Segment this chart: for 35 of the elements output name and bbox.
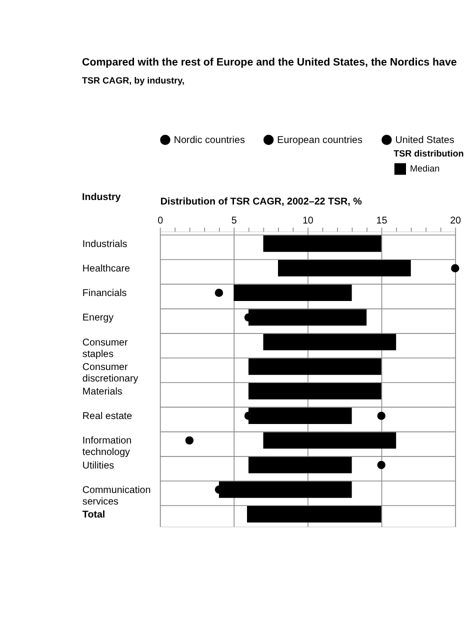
y-tick-label: Healthcare: [82, 264, 130, 274]
y-tick-label: Financials: [82, 288, 127, 300]
x-axis-title: Distribution of TSR CAGR, 2002–22 TSR, %: [160, 196, 362, 208]
bar: [263, 334, 396, 350]
y-axis-title: Industry: [82, 192, 122, 204]
legend-label: European countries: [277, 135, 363, 146]
chart-title: Compared with the rest of Europe and the United States, the Nordics have: [82, 56, 457, 69]
legend-label: Nordic countries: [174, 135, 245, 146]
y-tick-label: Information technology: [82, 436, 132, 458]
legend-label: Median: [410, 163, 440, 174]
y-tick-label: Materials: [82, 386, 122, 398]
y-tick-label: Industrials: [82, 238, 128, 250]
bar: [248, 383, 382, 400]
bar: [248, 456, 352, 474]
chart-subtitle: TSR CAGR, by industry,: [82, 76, 185, 86]
y-tick-label: Communication services: [82, 484, 151, 508]
bar: [234, 284, 352, 302]
y-tick-label: Total: [82, 510, 106, 521]
y-tick-label: Consumer discretionary: [82, 362, 138, 384]
y-tick-label: Real estate: [82, 411, 133, 422]
x-tick-label: 20: [450, 216, 462, 227]
legend-label: United States: [395, 135, 454, 146]
legend-title: TSR distribution: [394, 148, 464, 159]
x-tick-label: 5: [231, 216, 238, 227]
bar: [247, 506, 382, 522]
bar: [263, 235, 382, 252]
x-tick-label: 0: [158, 216, 164, 227]
x-tick-label: 10: [302, 216, 314, 227]
x-tick-label: 15: [376, 216, 388, 227]
bar: [263, 432, 396, 449]
bar: [248, 358, 382, 375]
y-tick-label: Utilities: [82, 460, 114, 472]
bar: [278, 260, 411, 276]
y-tick-label: Energy: [82, 312, 114, 324]
y-tick-label: Consumer staples: [82, 337, 128, 360]
